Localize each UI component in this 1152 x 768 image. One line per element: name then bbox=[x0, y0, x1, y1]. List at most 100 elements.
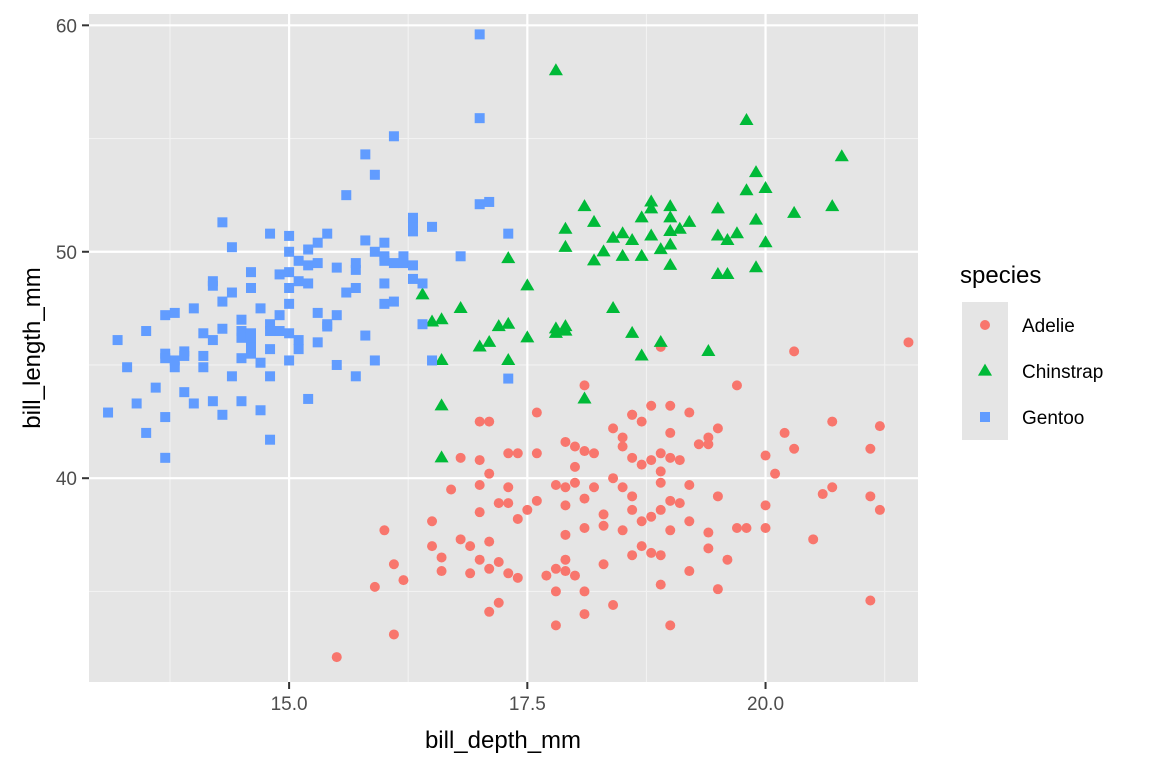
data-point bbox=[207, 335, 218, 346]
data-point bbox=[665, 495, 676, 506]
data-point bbox=[560, 436, 571, 447]
data-point bbox=[684, 516, 695, 527]
data-point bbox=[684, 479, 695, 490]
data-point bbox=[646, 547, 657, 558]
data-point bbox=[627, 491, 638, 502]
data-point bbox=[503, 482, 514, 493]
data-point bbox=[388, 559, 399, 570]
data-point bbox=[341, 287, 352, 298]
data-point bbox=[455, 534, 466, 545]
legend-key-gentoo bbox=[980, 412, 990, 422]
data-point bbox=[274, 269, 285, 280]
data-point bbox=[655, 448, 666, 459]
data-point bbox=[665, 525, 676, 536]
data-point bbox=[493, 498, 504, 509]
data-point bbox=[569, 461, 580, 472]
data-point bbox=[655, 466, 666, 477]
major-gridlines bbox=[89, 14, 918, 682]
data-point bbox=[455, 251, 466, 262]
data-point bbox=[674, 455, 685, 466]
data-point bbox=[265, 434, 276, 445]
data-point bbox=[379, 298, 390, 309]
data-point bbox=[436, 552, 447, 563]
data-point bbox=[379, 251, 390, 262]
data-point bbox=[503, 498, 514, 509]
legend-keys: Adelie Chinstrap Gentoo bbox=[962, 302, 1103, 440]
data-point bbox=[293, 335, 304, 346]
data-point bbox=[710, 201, 725, 214]
data-point bbox=[653, 242, 668, 255]
series-chinstrap bbox=[415, 63, 849, 463]
data-point bbox=[770, 468, 781, 479]
data-point bbox=[103, 407, 114, 418]
data-point bbox=[484, 606, 495, 617]
data-point bbox=[350, 264, 361, 275]
data-point bbox=[617, 525, 628, 536]
data-point bbox=[331, 262, 342, 273]
data-point bbox=[245, 332, 256, 343]
data-point bbox=[360, 149, 371, 160]
data-point bbox=[748, 165, 764, 178]
data-point bbox=[274, 326, 285, 337]
data-point bbox=[541, 570, 552, 581]
data-point bbox=[150, 382, 161, 393]
data-point bbox=[665, 400, 676, 411]
data-point bbox=[369, 169, 380, 180]
data-point bbox=[644, 194, 659, 207]
data-point bbox=[625, 233, 640, 246]
data-point bbox=[169, 355, 180, 366]
data-point bbox=[615, 248, 630, 261]
data-point bbox=[312, 237, 323, 248]
x-tick-label: 20.0 bbox=[747, 694, 784, 715]
data-point bbox=[303, 260, 314, 271]
data-point bbox=[548, 63, 563, 76]
data-point bbox=[579, 586, 590, 597]
data-point bbox=[655, 579, 666, 590]
data-point bbox=[169, 307, 180, 318]
data-point bbox=[874, 421, 885, 432]
data-point bbox=[265, 371, 276, 382]
plot-panel bbox=[89, 14, 918, 682]
data-point bbox=[350, 282, 361, 293]
data-point bbox=[198, 328, 209, 339]
data-point bbox=[789, 346, 800, 357]
data-point bbox=[434, 450, 449, 463]
data-point bbox=[579, 493, 590, 504]
series-adelie bbox=[331, 337, 914, 663]
data-point bbox=[627, 504, 638, 515]
data-point bbox=[446, 484, 457, 495]
data-point bbox=[398, 258, 409, 269]
data-point bbox=[703, 527, 714, 538]
data-point bbox=[474, 416, 485, 427]
data-point bbox=[663, 257, 678, 270]
data-point bbox=[569, 441, 580, 452]
data-point bbox=[503, 568, 514, 579]
data-point bbox=[226, 242, 237, 253]
data-point bbox=[608, 473, 619, 484]
data-point bbox=[245, 267, 256, 278]
data-point bbox=[665, 427, 676, 438]
data-point bbox=[303, 393, 314, 404]
data-point bbox=[512, 572, 523, 583]
data-point bbox=[701, 343, 716, 356]
data-point bbox=[265, 344, 276, 355]
data-point bbox=[388, 258, 399, 269]
data-point bbox=[865, 443, 876, 454]
data-point bbox=[484, 563, 495, 574]
data-point bbox=[398, 575, 409, 586]
data-point bbox=[634, 248, 649, 261]
data-point bbox=[569, 477, 580, 488]
data-point bbox=[598, 559, 609, 570]
data-point bbox=[663, 237, 678, 250]
data-point bbox=[369, 355, 380, 366]
data-point bbox=[322, 228, 333, 239]
data-points bbox=[103, 29, 914, 663]
data-point bbox=[903, 337, 914, 348]
data-point bbox=[760, 500, 771, 511]
x-tick-label: 17.5 bbox=[509, 694, 546, 715]
data-point bbox=[789, 443, 800, 454]
data-point bbox=[560, 566, 571, 577]
data-point bbox=[474, 29, 485, 40]
data-point bbox=[579, 446, 590, 457]
data-point bbox=[577, 199, 592, 212]
